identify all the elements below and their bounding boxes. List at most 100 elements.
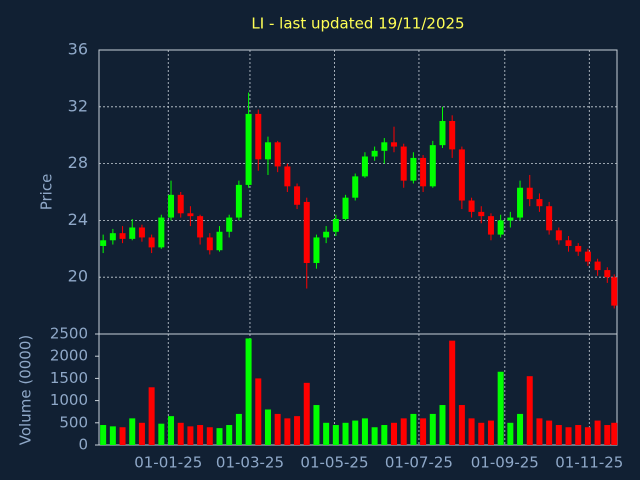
volume-bar [391, 422, 398, 445]
volume-bar [468, 418, 475, 445]
candle-body [235, 184, 242, 218]
volume-bar [138, 422, 145, 445]
y-tick-label: 20 [68, 267, 88, 286]
volume-bar [439, 405, 446, 445]
y-tick-label: 24 [68, 210, 88, 229]
volume-bar [594, 420, 601, 445]
x-tick-label: 01-03-25 [216, 454, 284, 472]
volume-bar [584, 427, 591, 445]
volume-bar [245, 338, 252, 445]
volume-bar [507, 422, 514, 445]
candle-body [410, 157, 417, 181]
volume-bar [575, 425, 582, 445]
y-tick-label: 36 [68, 40, 88, 59]
candle-body [245, 113, 252, 185]
candle-body [487, 216, 494, 235]
chart-title: LI - last updated 19/11/2025 [251, 15, 464, 33]
candle-body [294, 186, 301, 205]
candle-body [546, 206, 553, 231]
volume-bar [158, 423, 165, 445]
volume-tick-label: 500 [59, 413, 88, 431]
volume-bar [497, 371, 504, 445]
volume-bar [264, 409, 271, 445]
volume-axis-label: Volume (0000) [17, 335, 35, 445]
volume-bar [420, 418, 427, 445]
volume-bar [332, 425, 339, 445]
candle-body [168, 194, 175, 218]
candle-body [575, 245, 582, 252]
x-tick-label: 01-07-25 [385, 454, 453, 472]
candle-body [361, 156, 368, 177]
candle-body [206, 237, 213, 251]
candle-body [187, 213, 194, 217]
volume-bar [410, 413, 417, 445]
candle-body [284, 166, 291, 187]
candle-body [138, 227, 145, 238]
candle-body [148, 237, 155, 248]
candle-body [594, 261, 601, 271]
volume-bar [187, 426, 194, 445]
candle-body [332, 218, 339, 232]
candle-body [381, 142, 388, 151]
candle-body [303, 201, 310, 263]
volume-bar [546, 420, 553, 445]
volume-bar [235, 413, 242, 445]
candle-body [129, 227, 136, 239]
volume-bar [100, 425, 107, 445]
candle-body [526, 187, 533, 200]
candle-body [400, 146, 407, 181]
volume-bar [206, 427, 213, 445]
volume-bar [197, 425, 204, 445]
candle-body [478, 211, 485, 217]
volume-bar [400, 418, 407, 445]
volume-bar [119, 427, 126, 445]
candle-body [611, 277, 618, 306]
candle-body [352, 176, 359, 198]
volume-bar [381, 425, 388, 445]
candle-body [255, 113, 262, 160]
volume-tick-label: 2000 [50, 347, 88, 365]
volume-bar [458, 405, 465, 445]
x-tick-label: 01-01-25 [134, 454, 202, 472]
volume-bar [352, 420, 359, 445]
candle-body [100, 240, 107, 246]
volume-bar [109, 426, 116, 445]
candle-body [274, 142, 281, 167]
candle-body [517, 187, 524, 218]
volume-bar [361, 418, 368, 445]
volume-tick-label: 2500 [50, 325, 88, 343]
candle-body [555, 230, 562, 241]
candle-body [109, 233, 116, 241]
candle-body [391, 142, 398, 147]
volume-bar [226, 425, 233, 445]
candle-body [226, 217, 233, 232]
candle-body [264, 142, 271, 160]
candle-body [458, 149, 465, 201]
volume-bar [255, 378, 262, 445]
volume-bar [313, 405, 320, 445]
volume-bar [536, 418, 543, 445]
volume-bar [216, 428, 223, 445]
y-tick-label: 28 [68, 153, 88, 172]
candle-body [439, 121, 446, 146]
candle-body [468, 200, 475, 212]
candle-body [584, 251, 591, 262]
candle-body [216, 231, 223, 251]
candle-body [604, 270, 611, 278]
y-axis-label: Price [38, 174, 56, 211]
volume-bar [371, 427, 378, 445]
volume-tick-label: 1500 [50, 369, 88, 387]
volume-bar [478, 422, 485, 445]
volume-bar [148, 387, 155, 445]
candle-body [158, 217, 165, 248]
candle-body [507, 217, 514, 221]
volume-bar [129, 418, 136, 445]
volume-bar [555, 425, 562, 445]
volume-bar [323, 422, 330, 445]
x-tick-label: 01-11-25 [555, 454, 623, 472]
volume-bar [274, 413, 281, 445]
volume-tick-label: 0 [78, 436, 88, 454]
x-tick-label: 01-05-25 [300, 454, 368, 472]
candle-body [536, 199, 543, 207]
